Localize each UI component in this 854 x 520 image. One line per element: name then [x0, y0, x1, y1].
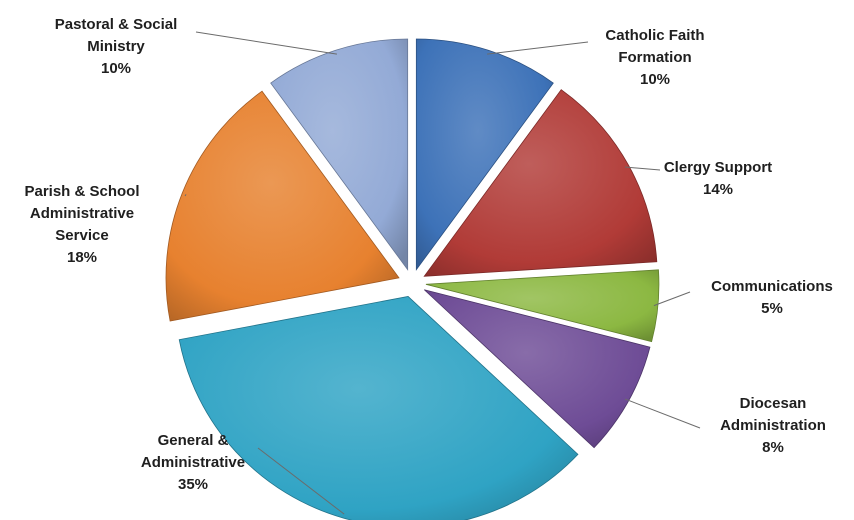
- slice-label: Pastoral & Social Ministry 10%: [55, 16, 178, 77]
- slice-percent-label: 10%: [101, 60, 131, 77]
- slice-label: Parish & School Administrative Service 18%: [24, 183, 139, 266]
- slice-name-label: Diocesan: [740, 395, 807, 412]
- leader-line: [487, 41, 589, 55]
- slice-name-label: Formation: [618, 49, 691, 66]
- slice-name-label: Parish & School: [24, 183, 139, 200]
- slice-name-label: Clergy Support: [664, 159, 772, 176]
- slice-labels: Catholic Faith Formation 10% Clergy Support…: [24, 16, 832, 493]
- slice-percent-label: 18%: [67, 249, 97, 266]
- slice-name-label: Service: [55, 227, 108, 244]
- slice-percent-label: 10%: [640, 71, 670, 88]
- pie-slice-catholic-faith-formation: [415, 38, 554, 271]
- leader-lines: [184, 31, 701, 515]
- pie-slices: [165, 38, 660, 520]
- slice-name-label: Communications: [711, 278, 833, 295]
- slice-label: Communications 5%: [711, 278, 833, 317]
- pie-slice-clergy-support: [423, 89, 658, 277]
- leader-line: [624, 398, 701, 429]
- slice-label: General & Administrative 35%: [141, 432, 245, 493]
- slice-percent-label: 8%: [762, 439, 784, 456]
- slice-percent-label: 35%: [178, 476, 208, 493]
- slice-percent-label: 5%: [761, 300, 783, 317]
- slice-label: Diocesan Administration 8%: [720, 395, 826, 456]
- leader-line: [184, 194, 187, 197]
- slice-name-label: Administrative: [30, 205, 134, 222]
- pie-slice-parish-school-administrative-service: [165, 90, 400, 322]
- slice-name-label: Administration: [720, 417, 826, 434]
- pie-slice-diocesan-administration: [423, 289, 651, 449]
- pie-slice-communications: [425, 269, 660, 343]
- leader-line: [257, 447, 345, 515]
- leader-line: [195, 31, 337, 55]
- slice-name-label: Catholic Faith: [605, 27, 704, 44]
- leader-line: [653, 291, 691, 307]
- pie-slice-pastoral-social-ministry: [270, 38, 409, 271]
- slice-name-label: Administrative: [141, 454, 245, 471]
- slice-label: Clergy Support 14%: [664, 159, 772, 198]
- slice-name-label: General &: [158, 432, 229, 449]
- slice-label: Catholic Faith Formation 10%: [605, 27, 704, 88]
- leader-line: [624, 166, 661, 171]
- slice-name-label: Pastoral & Social: [55, 16, 178, 33]
- slice-percent-label: 14%: [703, 181, 733, 198]
- slice-name-label: Ministry: [87, 38, 145, 55]
